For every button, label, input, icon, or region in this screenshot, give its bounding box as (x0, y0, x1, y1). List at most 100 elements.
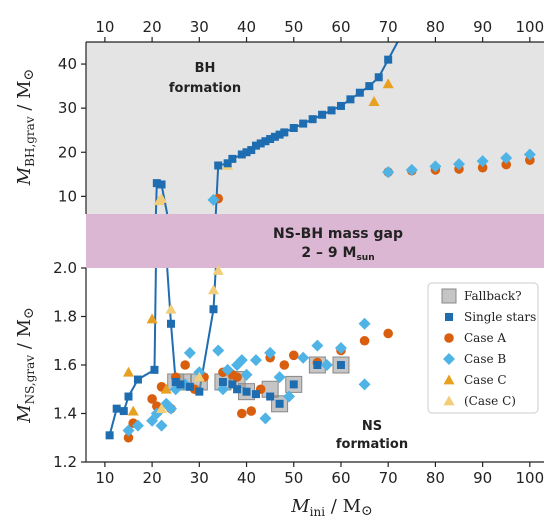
case-c-paren-point (165, 303, 177, 314)
legend-key-case-c (443, 374, 455, 385)
single-star-point (289, 380, 298, 389)
ns-region-label-line1: NS (362, 419, 382, 434)
single-star-point (336, 101, 345, 110)
single-star-point (275, 399, 284, 408)
single-star-point (237, 150, 246, 159)
legend-key-fallback (441, 288, 457, 304)
x-tick-label-bottom: 50 (284, 469, 303, 487)
single-star-point (157, 180, 166, 189)
legend-key-case-c-paren (443, 395, 455, 406)
case-c-paren-point (193, 371, 205, 382)
data-markers (105, 55, 536, 443)
x-tick-label-top: 40 (237, 18, 256, 36)
case-b-point (249, 354, 262, 367)
single-star-point (308, 115, 317, 124)
case-c-paren-point (156, 193, 168, 203)
bottom-y-tick-label: 1.4 (53, 405, 77, 423)
bh-region-label-line1: BH (195, 61, 216, 76)
case-a-point (237, 408, 247, 419)
case-b-point (235, 354, 248, 367)
legend-key-case-b (443, 353, 455, 365)
single-star-point (346, 95, 355, 104)
single-star-point (119, 407, 128, 416)
case-c-point (146, 313, 158, 324)
case-b-point (122, 424, 135, 437)
legend: Fallback? Single stars Case A Case B Cas… (427, 282, 539, 414)
single-star-point (299, 119, 308, 128)
case-a-point (279, 360, 290, 370)
case-b-point (221, 363, 234, 376)
case-b-point (476, 155, 489, 168)
case-c-point (160, 383, 172, 394)
single-star-point (195, 387, 204, 396)
case-c-point (122, 366, 134, 377)
case-c-point (368, 96, 380, 106)
case-b-point (164, 402, 177, 415)
case-b-point (311, 339, 324, 352)
x-tick-label-bottom: 10 (95, 469, 114, 487)
case-c-paren-point (212, 264, 224, 275)
case-c-paren-point (207, 284, 219, 295)
case-b-point (240, 368, 253, 381)
legend-key-case-a (444, 333, 454, 343)
single-star-point (313, 361, 322, 369)
bottom-y-tick-label: 1.8 (53, 308, 77, 326)
case-a-point (288, 350, 299, 361)
x-tick-label-bottom: 30 (190, 469, 209, 487)
case-c-point (382, 78, 394, 89)
legend-label-case-c: Case C (464, 373, 507, 387)
case-b-point (259, 412, 272, 425)
x-tick-label-bottom: 70 (379, 469, 398, 487)
x-tick-label-bottom: 90 (473, 469, 492, 487)
case-b-point (358, 317, 371, 330)
x-tick-label-bottom: 60 (331, 469, 350, 487)
single-star-point (336, 361, 345, 369)
x-tick-label-bottom: 20 (143, 469, 162, 487)
single-star-point (374, 73, 383, 82)
single-star-point (150, 365, 159, 374)
top-y-axis-title: MBH,grav / M⊙ (14, 69, 37, 187)
case-a-point (147, 394, 157, 404)
single-star-point (256, 139, 265, 148)
single-star-point (289, 124, 298, 132)
legend-key-single (445, 313, 453, 321)
case-b-point (297, 351, 310, 364)
bh-formation-region (86, 42, 544, 214)
x-tick-label-top: 20 (143, 18, 162, 36)
x-tick-label-top: 100 (516, 18, 545, 36)
mass-gap-band (86, 214, 544, 268)
single-star-point (247, 146, 256, 155)
single-star-point (384, 55, 393, 64)
single-star-point (228, 154, 237, 163)
legend-label-single: Single stars (464, 310, 536, 324)
case-b-point (183, 346, 196, 359)
case-b-point (131, 419, 144, 432)
legend-box (427, 282, 539, 414)
single-star-point (176, 380, 185, 389)
single-star-point (242, 148, 251, 157)
single-star-point (355, 88, 364, 97)
case-a-point (123, 432, 134, 443)
case-b-point (405, 163, 418, 176)
mass-gap-label-line2: 2 – 9 Msun (301, 245, 374, 263)
single-star-point (185, 382, 194, 391)
legend-keys (441, 288, 457, 406)
x-tick-label-top: 80 (426, 18, 445, 36)
single-star-point (280, 128, 289, 137)
single-star-point (242, 387, 251, 396)
case-b-point (273, 371, 286, 384)
single-star-point (327, 106, 336, 115)
case-c-point (127, 405, 139, 416)
x-tick-label-top: 50 (284, 18, 303, 36)
top-y-tick-label: 30 (58, 99, 77, 117)
case-b-point (523, 148, 536, 161)
single-star-point (214, 161, 223, 170)
bottom-y-axis-title: MNS,grav / M⊙ (14, 307, 37, 424)
bh-region-label-line2: formation (169, 81, 241, 96)
single-star-point (166, 319, 175, 328)
top-y-tick-label: 40 (58, 55, 77, 73)
bottom-y-tick-label: 1.6 (53, 356, 77, 374)
x-tick-label-bottom: 80 (426, 469, 445, 487)
x-tick-label-top: 10 (95, 18, 114, 36)
bottom-y-tick-label: 2.0 (53, 259, 77, 277)
